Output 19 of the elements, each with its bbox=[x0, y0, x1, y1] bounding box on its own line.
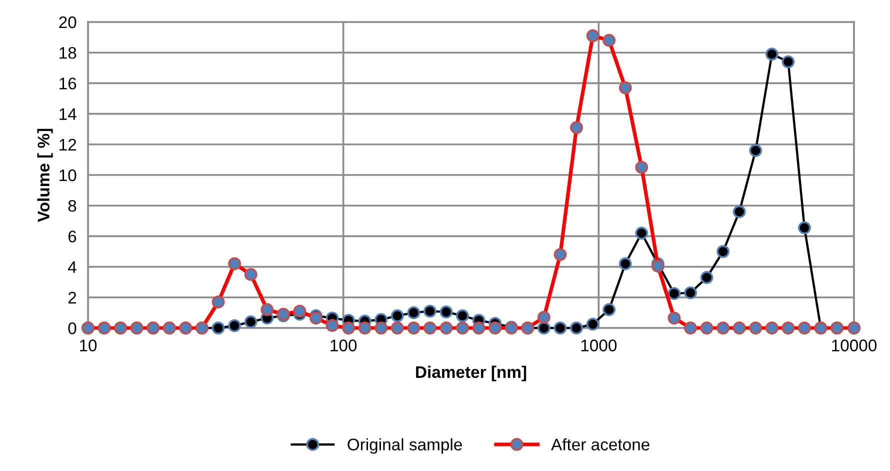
legend-label: Original sample bbox=[348, 438, 462, 454]
y-tick-label: 6 bbox=[68, 230, 76, 242]
y-tick-label: 4 bbox=[68, 261, 76, 273]
y-tick-label: 0 bbox=[68, 322, 76, 334]
y-tick-label: 14 bbox=[60, 108, 76, 120]
x-tick-label: 10000 bbox=[832, 340, 877, 352]
x-tick-label: 10 bbox=[80, 340, 97, 352]
y-tick-label: 18 bbox=[60, 47, 76, 59]
y-tick-label: 12 bbox=[60, 138, 76, 150]
x-tick-label: 1000 bbox=[581, 340, 617, 352]
x-axis-title: Diameter [nm] bbox=[416, 366, 526, 382]
y-tick-label: 16 bbox=[60, 78, 76, 90]
y-tick-label: 8 bbox=[68, 200, 76, 212]
x-tick-label: 100 bbox=[330, 340, 357, 352]
y-tick-label: 2 bbox=[68, 292, 76, 304]
y-axis-title: Volume [ %] bbox=[37, 128, 53, 222]
legend-label: After acetone bbox=[551, 438, 650, 450]
y-tick-label: 20 bbox=[59, 16, 76, 28]
y-tick-label: 10 bbox=[60, 169, 76, 182]
